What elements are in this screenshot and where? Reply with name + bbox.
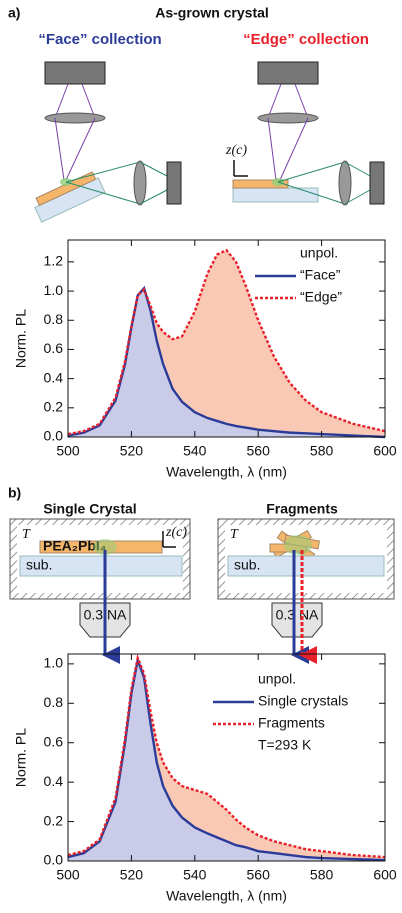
substrate-label: sub. <box>234 557 260 573</box>
x-tick-label: 560 <box>247 867 271 883</box>
y-tick-label: 0.2 <box>44 399 64 415</box>
area <box>68 659 385 861</box>
y-tick-label: 0.8 <box>44 694 64 710</box>
line <box>67 248 386 436</box>
legend-label: Fragments <box>258 715 325 731</box>
objective-label: 0.3 NA <box>276 607 319 623</box>
annotation: T=293 K <box>258 737 312 753</box>
plot-frame <box>67 239 386 438</box>
temperature-label: T <box>22 527 31 542</box>
y-tick-label: 0.6 <box>44 733 64 749</box>
right-heading: Fragments <box>266 501 338 517</box>
face-heading: “Face” collection <box>38 31 161 48</box>
x-tick-label: 500 <box>56 867 80 883</box>
x-tick-label: 560 <box>247 443 271 459</box>
crystal-label: PEA₂PbI₄ <box>43 538 106 554</box>
axis-label: z(c) <box>165 525 187 540</box>
line <box>67 655 386 862</box>
x-tick-label: 540 <box>183 867 207 883</box>
x-tick-label: 600 <box>373 443 397 459</box>
legend-title: unpol. <box>300 245 338 261</box>
area <box>68 288 385 437</box>
legend-label: Single crystals <box>258 693 348 709</box>
x-tick-label: 500 <box>56 443 80 459</box>
x-tick-label: 580 <box>310 443 334 459</box>
panel-title: As-grown crystal <box>155 5 269 21</box>
face-setup <box>34 61 182 223</box>
fragments-setup: T sub. 0.3 NA <box>217 518 395 664</box>
x-axis-label: Wavelength, λ (nm) <box>166 888 287 904</box>
y-tick-label: 0.0 <box>44 428 64 444</box>
panel-label: a) <box>8 5 20 21</box>
substrate-label: sub. <box>26 557 52 573</box>
y-tick-label: 1.0 <box>44 282 64 298</box>
edge-setup: z(c) <box>225 61 385 206</box>
y-axis-label: Norm. PL <box>13 309 29 368</box>
plot-frame <box>67 653 386 862</box>
x-tick-label: 580 <box>310 867 334 883</box>
edge-heading: “Edge” collection <box>243 31 369 48</box>
legend-title: unpol. <box>258 671 296 687</box>
panel-label: b) <box>8 485 21 501</box>
y-tick-label: 0.4 <box>44 369 64 385</box>
line <box>67 653 386 859</box>
y-tick-label: 1.0 <box>44 655 64 671</box>
axis-label: z(c) <box>225 143 247 158</box>
temperature-label: T <box>230 527 239 542</box>
y-tick-label: 0.0 <box>44 852 64 868</box>
left-heading: Single Crystal <box>43 501 136 517</box>
x-tick-label: 520 <box>120 443 144 459</box>
legend-label: “Face” <box>300 267 341 283</box>
y-tick-label: 0.4 <box>44 773 64 789</box>
x-axis-label: Wavelength, λ (nm) <box>166 464 287 480</box>
x-tick-label: 600 <box>373 867 397 883</box>
x-tick-label: 520 <box>120 867 144 883</box>
legend-label: “Edge” <box>300 289 342 305</box>
y-tick-label: 1.2 <box>44 253 64 269</box>
single-crystal-setup: T PEA₂PbI₄ sub. z(c) 0.3 NA <box>9 518 191 664</box>
y-tick-label: 0.6 <box>44 340 64 356</box>
y-tick-label: 0.8 <box>44 311 64 327</box>
y-tick-label: 0.2 <box>44 812 64 828</box>
x-tick-label: 540 <box>183 443 207 459</box>
y-axis-label: Norm. PL <box>13 728 29 787</box>
